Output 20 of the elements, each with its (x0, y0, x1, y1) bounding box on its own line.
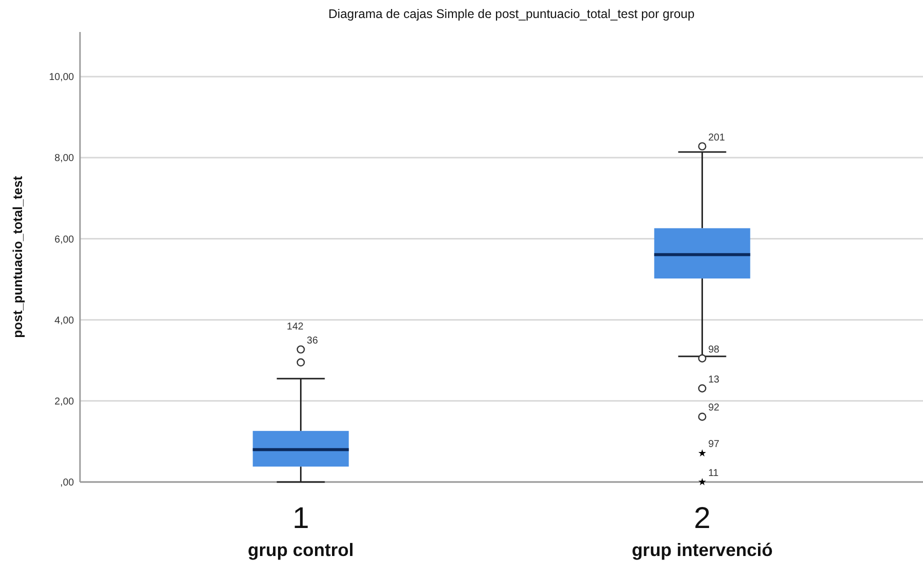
annotation: 97 (708, 439, 720, 450)
y-tick-label: ,00 (60, 478, 74, 488)
annotation: 92 (708, 402, 720, 414)
chart-title: Diagrama de cajas Simple de post_puntuacio_total_test por group (328, 7, 695, 21)
annotation: 36 (306, 335, 318, 346)
y-tick-label: 10,00 (48, 72, 74, 84)
annotation: 11 (708, 468, 720, 479)
annotation: 98 (708, 344, 720, 356)
annotation: 201 (708, 132, 726, 144)
y-tick-label: 2,00 (54, 396, 74, 408)
y-tick-label: 4,00 (54, 315, 74, 326)
y-tick-label: 6,00 (54, 234, 74, 246)
annotation: 13 (708, 374, 720, 386)
y-axis-title: post_puntuacio_total_test (10, 175, 25, 338)
y-tick-label: 8,00 (54, 153, 74, 164)
x-tick-label: 1 (292, 502, 310, 535)
x-tick-label: 2 (694, 502, 711, 535)
text: grup intervenció (632, 540, 773, 560)
text: grup control (248, 540, 354, 560)
annotation: 142 (286, 321, 304, 332)
